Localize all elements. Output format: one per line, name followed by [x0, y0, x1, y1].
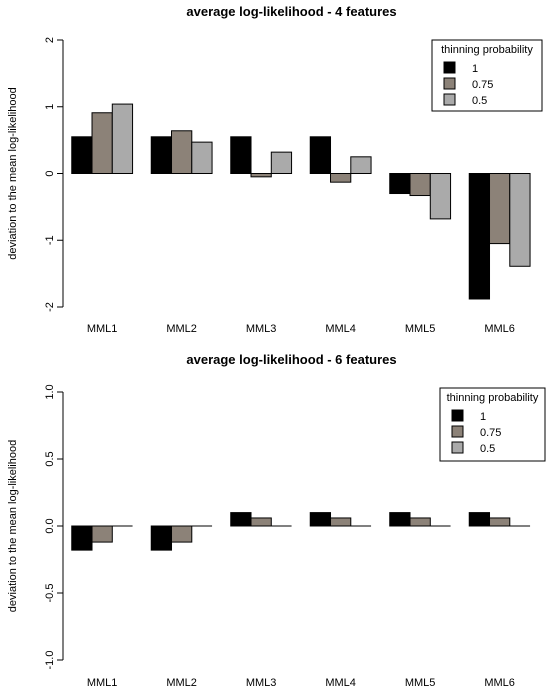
legend: thinning probability 1 0.75 0.5 [439, 387, 546, 462]
legend-swatch [443, 93, 456, 106]
x-category-label: MML5 [405, 677, 436, 689]
bar-mml2-series-0 [150, 525, 173, 551]
x-category-label: MML3 [246, 323, 277, 335]
y-tick-label: 1 [44, 104, 56, 110]
legend-entry: 0.5 [472, 95, 487, 107]
bar-mml3-series-1 [250, 517, 272, 527]
x-category-label: MML1 [87, 323, 118, 335]
x-category-label: MML6 [484, 323, 515, 335]
bar-mml2-series-0 [150, 136, 173, 175]
y-tick-label: 0.5 [44, 451, 56, 466]
legend-entry: 0.5 [480, 443, 495, 455]
y-tick-label: 1.0 [44, 384, 56, 399]
bar-mml4-series-1 [330, 517, 352, 527]
bar-mml6-series-0 [468, 173, 491, 300]
bar-mml1-series-1 [91, 112, 113, 174]
bar-mml5-series-1 [409, 517, 431, 527]
y-axis-label: deviation to the mean log-likelihood [7, 87, 19, 259]
bar-mml5-series-0 [389, 512, 411, 527]
bar-mml1-series-1 [91, 525, 113, 543]
bar-mml2-series-1 [171, 130, 193, 174]
bar-mml3-series-0 [230, 512, 252, 527]
y-tick-label: 0 [44, 170, 56, 176]
legend: thinning probability 1 0.75 0.5 [431, 39, 543, 112]
y-axis-label: deviation to the mean log-likelihood [7, 440, 19, 612]
legend-entry: 0.75 [472, 79, 493, 91]
chart-title: average log-likelihood - 4 features [186, 4, 396, 19]
bar-mml5-series-0 [389, 173, 411, 195]
x-category-label: MML4 [325, 323, 356, 335]
legend-swatch [451, 425, 464, 438]
y-tick-label: 0.0 [44, 518, 56, 533]
bar-mml4-series-0 [309, 136, 332, 175]
legend-swatch [443, 61, 456, 74]
y-tick-label: -1 [44, 235, 56, 245]
y-tick-label: -2 [44, 302, 56, 312]
bar-mml6-series-1 [489, 173, 511, 245]
bar-mml1-series-2 [111, 103, 134, 174]
legend-entry: 1 [472, 63, 478, 75]
legend-title: thinning probability [447, 392, 539, 404]
x-category-label: MML3 [246, 677, 277, 689]
bar-mml6-series-0 [468, 512, 491, 527]
bar-mml5-series-1 [409, 173, 431, 197]
x-category-label: MML1 [87, 677, 118, 689]
bar-mml2-series-1 [171, 525, 193, 543]
bar-mml3-series-2 [270, 151, 293, 174]
x-category-label: MML2 [166, 677, 197, 689]
bar-mml1-series-0 [71, 525, 93, 551]
bar-mml6-series-2 [509, 173, 531, 267]
chart-panel-6-features: average log-likelihood - 6 features -1.0 -… [7, 352, 546, 689]
bar-mml6-series-1 [489, 517, 511, 527]
y-tick-label: -0.5 [44, 584, 56, 603]
legend-entry: 0.75 [480, 427, 501, 439]
bar-mml1-series-0 [71, 136, 93, 175]
chart-panel-4-features: average log-likelihood - 4 features -2 -1 0… [7, 4, 543, 335]
bar-mml4-series-2 [350, 156, 372, 174]
y-tick-label: 2 [44, 37, 56, 43]
x-category-label: MML2 [166, 323, 197, 335]
bar-mml4-series-1 [330, 173, 352, 183]
y-tick-label: -1.0 [44, 651, 56, 670]
bar-mml4-series-0 [309, 512, 332, 527]
bar-mml3-series-0 [230, 136, 252, 175]
x-category-label: MML5 [405, 323, 436, 335]
legend-entry: 1 [480, 411, 486, 423]
x-category-label: MML6 [484, 677, 515, 689]
bar-mml3-series-1 [250, 173, 272, 178]
bar-mml5-series-2 [429, 173, 452, 220]
legend-swatch [451, 441, 464, 454]
legend-title: thinning probability [441, 44, 533, 56]
legend-swatch [443, 77, 456, 90]
legend-swatch [451, 409, 464, 422]
chart-title: average log-likelihood - 6 features [186, 352, 396, 367]
x-category-label: MML4 [325, 677, 356, 689]
bar-mml2-series-2 [191, 141, 213, 175]
